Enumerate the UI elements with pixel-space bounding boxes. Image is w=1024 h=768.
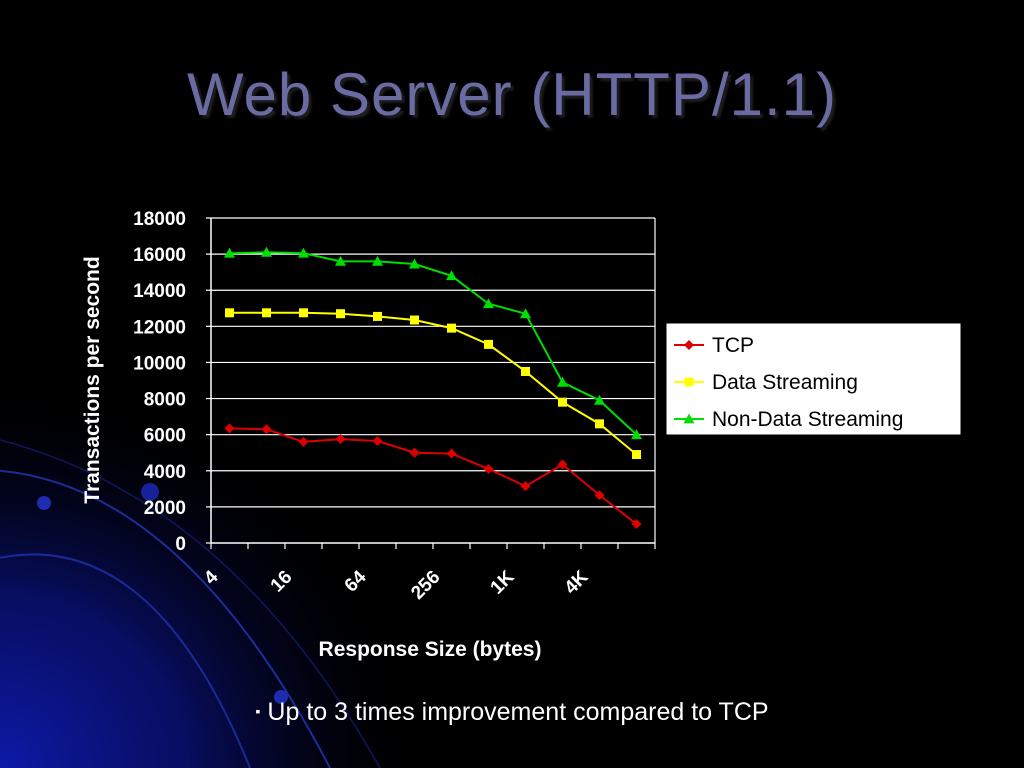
data-point: [447, 323, 456, 333]
legend-label: Data Streaming: [712, 371, 858, 394]
data-point: [520, 308, 531, 319]
data-point: [594, 490, 605, 501]
y-tick-label: 0: [175, 534, 186, 555]
data-point: [261, 246, 272, 257]
y-axis-title: Transactions per second: [81, 256, 104, 503]
data-point: [558, 397, 567, 407]
data-point: [410, 315, 419, 325]
series-line: [229, 427, 638, 525]
decor-dot-3: [274, 690, 288, 704]
data-point: [298, 436, 309, 447]
data-point: [521, 366, 530, 376]
data-point: [446, 448, 457, 459]
y-tick-label: 16000: [133, 245, 186, 266]
data-point: [224, 247, 235, 258]
x-tick-label: 1K: [487, 566, 519, 598]
decor-arc-1: [0, 469, 331, 768]
data-point: [373, 311, 382, 321]
series-line: [229, 251, 638, 436]
data-point: [632, 450, 641, 460]
data-point: [595, 419, 604, 429]
data-point: [372, 255, 383, 266]
x-tick-label: 16: [267, 567, 297, 597]
series-tcp: [224, 423, 642, 530]
legend-label: TCP: [712, 334, 754, 357]
decor-arc-3: [0, 439, 381, 768]
decor-dot-2: [141, 483, 159, 501]
gridlines: [211, 217, 655, 508]
data-point: [409, 447, 420, 458]
legend-box: [665, 322, 962, 436]
y-tick-label: 12000: [133, 317, 186, 338]
legend-label: Non-Data Streaming: [712, 408, 903, 431]
data-point: [335, 255, 346, 266]
decor-arc-2: [0, 553, 251, 768]
data-point: [262, 308, 271, 318]
data-point: [225, 308, 234, 318]
series-data-streaming: [225, 308, 641, 460]
data-point: [299, 308, 308, 318]
data-point: [409, 258, 420, 269]
data-point: [372, 435, 383, 446]
data-point: [631, 519, 642, 530]
y-tick-label: 8000: [144, 390, 186, 411]
legend-swatch-marker: [684, 340, 694, 350]
x-tick-label: 4K: [561, 566, 593, 598]
data-point: [484, 339, 493, 349]
y-tick-label: 14000: [133, 281, 186, 302]
x-tick-label: 256: [407, 567, 444, 604]
bullet-text: Up to 3 times improvement compared to TC…: [267, 698, 769, 726]
x-tick-label: 4: [200, 566, 223, 589]
series-line: [229, 311, 638, 456]
y-tick-label: 18000: [133, 209, 186, 230]
legend-swatch-marker: [684, 377, 694, 387]
series: [224, 246, 642, 530]
decor-dot-1: [37, 496, 51, 510]
blue-glow: [0, 380, 420, 768]
series-non-data-streaming: [224, 246, 642, 440]
data-point: [335, 434, 346, 445]
bullet-marker: ▪: [255, 703, 261, 719]
x-axis-title: Response Size (bytes): [319, 638, 542, 661]
data-point: [557, 459, 568, 470]
data-point: [483, 463, 494, 474]
slide-title: Web Server (HTTP/1.1): [186, 61, 838, 128]
y-tick-label: 10000: [133, 353, 186, 374]
data-point: [483, 298, 494, 309]
data-point: [446, 270, 457, 281]
axes: [206, 217, 656, 549]
chart-legend: TCP Data Streaming Non-Data Streaming: [665, 322, 962, 436]
y-tick-label: 4000: [144, 462, 186, 483]
data-point: [224, 423, 235, 434]
bullet-point: ▪ Up to 3 times improvement compared to T…: [0, 698, 1024, 727]
data-point: [336, 309, 345, 319]
data-point: [298, 247, 309, 258]
tick-labels: 0 2000 4000 6000 8000 10000 12000 14000 16000 180…: [133, 209, 593, 604]
legend-swatch-marker: [683, 413, 695, 424]
data-point: [557, 376, 568, 387]
data-point: [520, 481, 531, 492]
data-point: [261, 424, 272, 435]
data-point: [594, 394, 605, 405]
y-tick-label: 2000: [144, 498, 186, 519]
data-point: [631, 429, 642, 440]
x-tick-label: 64: [341, 566, 371, 596]
y-tick-label: 6000: [144, 426, 186, 447]
